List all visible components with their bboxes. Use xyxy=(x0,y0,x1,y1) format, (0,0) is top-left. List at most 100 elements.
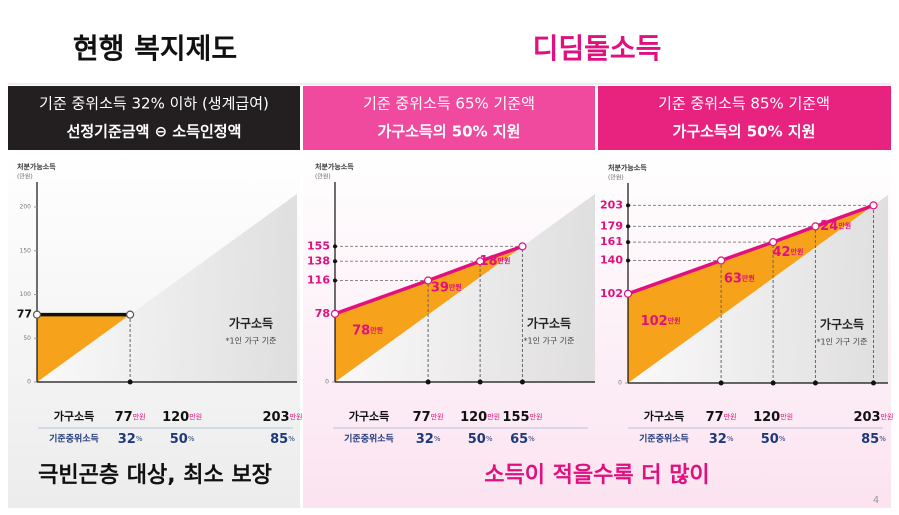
key-y-dot xyxy=(626,240,630,245)
disposable-income-line xyxy=(334,244,524,316)
header-right: 디딤돌소득 xyxy=(533,32,662,65)
cell-value: 50 xyxy=(761,432,779,447)
panel-line: 기준 중위소득 65% 기준액 xyxy=(363,95,535,113)
panel-line: 가구소득의 50% 지원 xyxy=(673,123,816,141)
key-y-label: 102 xyxy=(600,287,623,300)
table-cell: 203만원 xyxy=(262,410,302,425)
y-tick-label: 100 xyxy=(20,291,32,298)
cell-value: 120 xyxy=(162,410,189,425)
cell-value: 85 xyxy=(861,432,879,447)
note: *1인 가구 기준 xyxy=(524,336,575,346)
y-axis-label: 처분가능소득 xyxy=(608,163,647,172)
support-unit: 만원 xyxy=(370,325,383,334)
key-y-dot xyxy=(626,203,630,208)
panel-header-bg xyxy=(598,86,891,150)
income-diagonal-bg xyxy=(37,193,297,382)
income-diagonal-bg xyxy=(628,194,888,383)
cell-unit: 만원 xyxy=(530,412,543,421)
cell-unit: 만원 xyxy=(487,412,500,421)
support-value: 42 xyxy=(772,244,790,259)
x-axis-label: 가구소득 xyxy=(229,316,273,331)
page-number: 4 xyxy=(873,495,879,506)
cell-unit: 만원 xyxy=(724,412,737,421)
panel-header-bg xyxy=(8,86,300,150)
cell-value: 50 xyxy=(468,432,486,447)
x-axis-label: 가구소득 xyxy=(820,317,864,332)
y-tick-label: 150 xyxy=(20,247,32,254)
cell-unit: % xyxy=(288,435,295,443)
panel-header-bg xyxy=(303,86,595,150)
footer-left: 극빈곤층 대상, 최소 보장 xyxy=(38,463,272,488)
table-cell: 65% xyxy=(510,432,535,447)
x-tick-dot xyxy=(425,379,431,385)
table-row-label: 가구소득 xyxy=(349,409,389,423)
table-row-label: 기준중위소득 xyxy=(344,433,394,445)
point xyxy=(811,222,820,231)
table-cell: 77만원 xyxy=(413,410,444,425)
cell-value: 32 xyxy=(118,432,136,447)
support-value: 39 xyxy=(431,280,449,295)
support-unit: 만원 xyxy=(498,256,511,265)
cell-unit: % xyxy=(434,435,441,443)
panel-line: 기준 중위소득 32% 이하 (생계급여) xyxy=(39,95,269,113)
cell-value: 120 xyxy=(753,410,780,425)
cell-unit: 만원 xyxy=(431,412,444,421)
key-y-label: 155 xyxy=(307,239,330,252)
cell-unit: 만원 xyxy=(881,412,894,421)
note: *1인 가구 기준 xyxy=(226,336,277,346)
y-axis-unit: (만원) xyxy=(315,173,331,181)
table-cell: 77만원 xyxy=(706,410,737,425)
support-label: 102만원 xyxy=(641,313,681,328)
footer-right: 소득이 적을수록 더 많이 xyxy=(484,463,709,488)
support-value: 102 xyxy=(641,313,668,328)
income-diagonal-bg xyxy=(335,193,595,382)
cell-unit: 만원 xyxy=(133,412,146,421)
point xyxy=(476,257,485,266)
support-value: 78 xyxy=(352,323,370,338)
y-axis-unit: (만원) xyxy=(608,174,624,182)
support-unit: 만원 xyxy=(791,247,804,256)
table-cell: 120만원 xyxy=(460,410,500,425)
x-axis-label: 가구소득 xyxy=(527,316,571,331)
point xyxy=(126,310,135,319)
support-area xyxy=(335,246,523,382)
point xyxy=(32,310,42,319)
cell-value: 203 xyxy=(262,410,289,425)
table-cell: 32% xyxy=(416,432,441,447)
cell-value: 32 xyxy=(416,432,434,447)
header-left: 현행 복지제도 xyxy=(73,32,237,65)
cell-value: 77 xyxy=(413,410,431,425)
cell-value: 85 xyxy=(270,432,288,447)
y-tick-label: 50 xyxy=(23,335,31,342)
key-y-label: 203 xyxy=(600,198,623,211)
table-cell: 32% xyxy=(709,432,734,447)
support-label: 42만원 xyxy=(772,244,803,259)
cell-unit: % xyxy=(727,435,734,443)
support-label: 63만원 xyxy=(724,271,755,286)
cell-value: 120 xyxy=(460,410,487,425)
key-y-label: 179 xyxy=(600,219,623,232)
x-tick-dot xyxy=(770,380,776,386)
table-cell: 155만원 xyxy=(502,410,542,425)
cell-value: 77 xyxy=(706,410,724,425)
y-tick-label: 0 xyxy=(27,379,31,386)
key-y-label: 138 xyxy=(307,254,330,267)
support-label: 78만원 xyxy=(352,323,383,338)
x-tick-dot xyxy=(718,380,724,386)
cell-value: 155 xyxy=(502,410,529,425)
point xyxy=(717,256,726,265)
cell-value: 77 xyxy=(115,410,133,425)
x-tick-dot xyxy=(812,380,818,386)
support-unit: 만원 xyxy=(742,273,755,282)
cell-value: 65 xyxy=(510,432,528,447)
key-y-dot xyxy=(333,278,337,283)
y-tick-label: 0 xyxy=(325,379,329,386)
support-area xyxy=(37,314,131,382)
table-row-label: 기준중위소득 xyxy=(639,433,689,445)
cell-unit: 만원 xyxy=(290,412,303,421)
cell-unit: 만원 xyxy=(189,412,202,421)
panel-line: 선정기준금액 ⊖ 소득인정액 xyxy=(67,123,242,141)
support-value: 63 xyxy=(724,271,742,286)
